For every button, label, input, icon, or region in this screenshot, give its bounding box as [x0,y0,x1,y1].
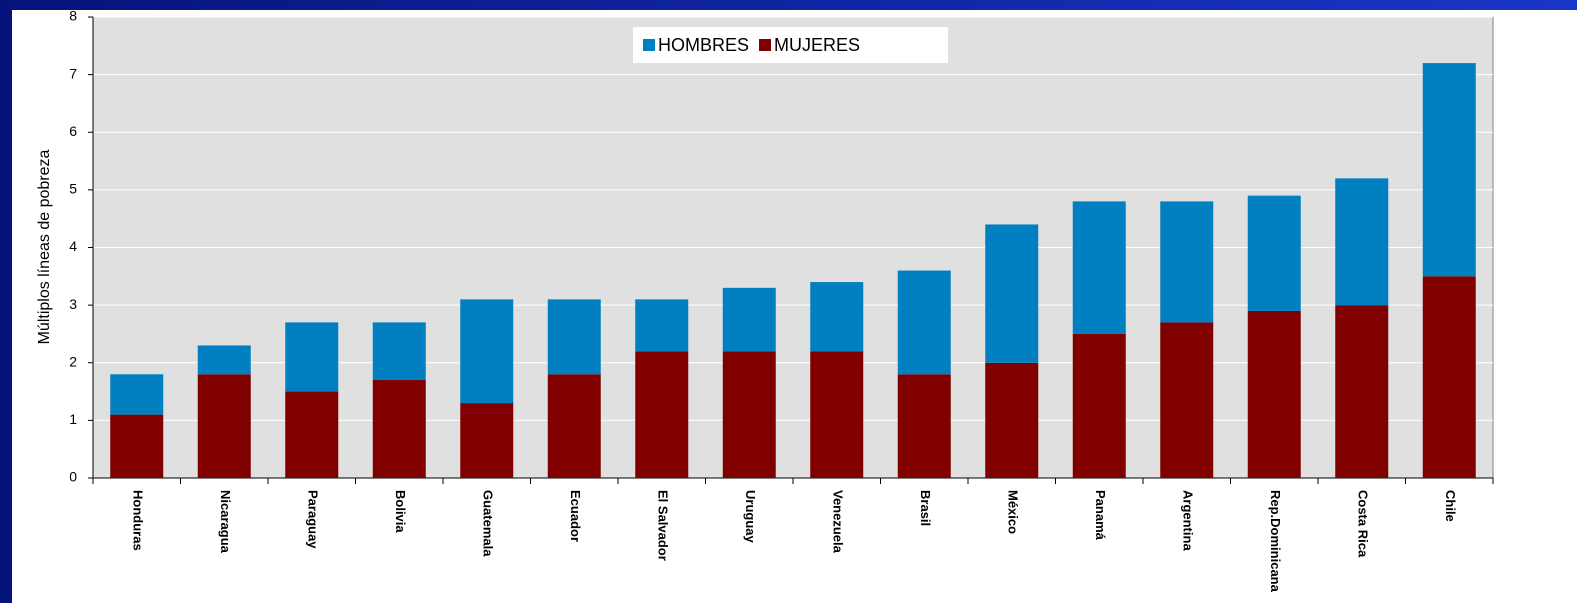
bar-segment [985,362,1039,478]
bar-segment [722,351,776,478]
y-tick-label: 3 [69,296,77,312]
bar-segment [1072,333,1126,478]
bar-segment [372,322,426,381]
bar-segment [985,224,1039,363]
x-tick-label: Brasil [918,490,933,526]
bar-segment [197,345,251,375]
x-tick-label: Bolivia [393,490,408,533]
x-tick-label: Honduras [130,490,145,551]
legend-label: MUJERES [774,35,860,55]
y-tick-label: 7 [69,65,77,81]
x-tick-label: Uruguay [743,490,758,544]
x-tick-label: Chile [1443,490,1458,522]
y-tick-label: 8 [69,8,77,24]
x-tick-label: Venezuela [830,490,845,554]
y-tick-label: 2 [69,353,77,369]
bar-segment [197,374,251,478]
bar-segment [285,322,339,392]
bar-segment [635,351,689,478]
bar-segment [460,299,514,404]
bar-segment [810,282,864,352]
bar-segment [1072,201,1126,334]
bar-segment [1335,178,1389,306]
y-tick-label: 5 [69,181,77,197]
bar-segment [547,299,601,375]
bar-segment [1422,276,1476,478]
bar-segment [722,287,776,352]
bar-segment [460,403,514,478]
bar-segment [635,299,689,352]
x-tick-label: México [1005,490,1020,534]
x-tick-label: Rep.Dominicana [1268,490,1283,593]
legend-swatch [643,39,655,51]
y-tick-label: 6 [69,123,77,139]
y-axis-label: Múltiplos líneas de pobreza [36,150,53,345]
legend-swatch [759,39,772,51]
bar-segment [1160,322,1214,478]
legend-label: HOMBRES [658,35,749,55]
bar-segment [1247,310,1301,478]
bar-segment [897,270,951,375]
bar-segment [1160,201,1214,323]
x-tick-label: Costa Rica [1355,490,1370,558]
bar-segment [1247,195,1301,311]
legend-box [633,27,948,63]
y-tick-label: 0 [69,469,77,485]
bar-segment [810,351,864,478]
bar-segment [1335,305,1389,478]
x-tick-label: Argentina [1180,490,1195,551]
x-tick-label: Guatemala [480,490,495,557]
bar-segment [547,374,601,478]
x-tick-label: Paraguay [305,490,320,549]
bar-segment [285,391,339,478]
bar-segment [372,380,426,478]
y-tick-label: 1 [69,411,77,427]
bar-segment [1422,63,1476,277]
x-tick-label: Ecuador [568,490,583,542]
y-tick-label: 4 [69,238,77,254]
x-tick-label: El Salvador [655,490,670,561]
bar-segment [110,374,164,415]
x-tick-label: Panamá [1093,490,1108,541]
bar-segment [110,414,164,478]
x-tick-label: Nicaragua [218,490,233,554]
bar-segment [897,374,951,478]
